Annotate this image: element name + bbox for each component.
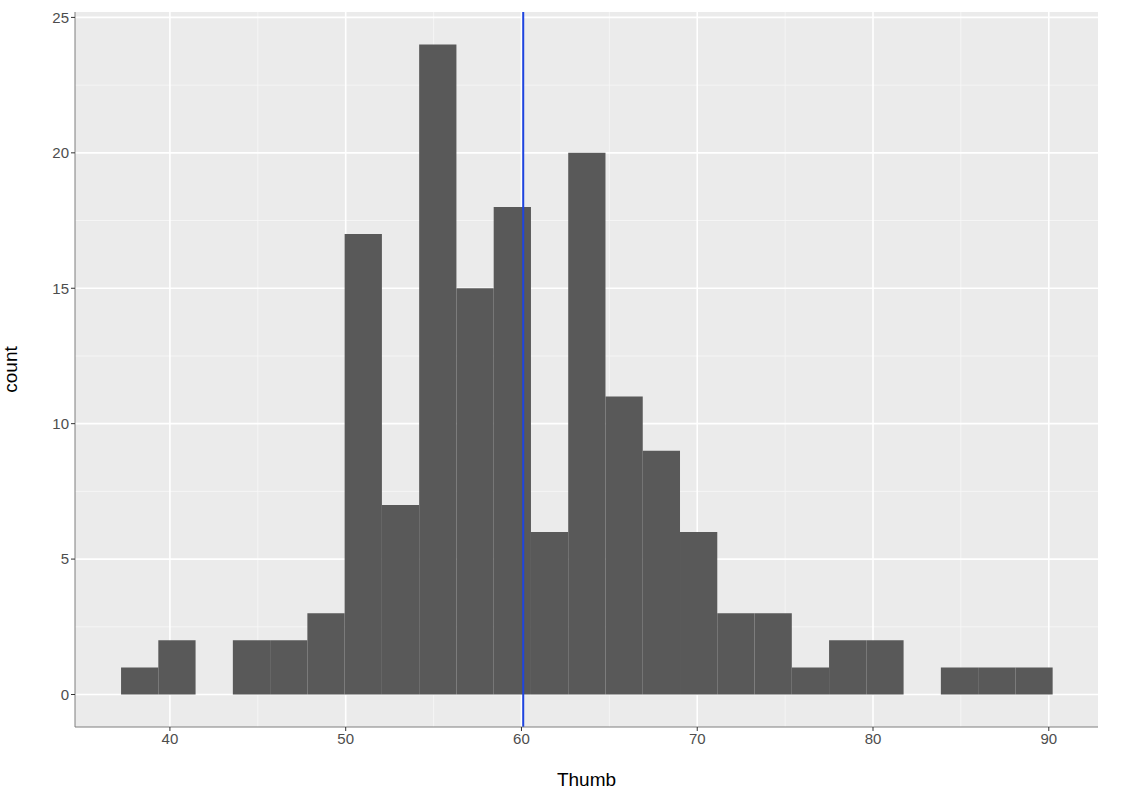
svg-text:20: 20 <box>52 144 69 161</box>
svg-text:50: 50 <box>337 730 354 747</box>
svg-text:40: 40 <box>162 730 179 747</box>
svg-text:60: 60 <box>513 730 530 747</box>
svg-text:15: 15 <box>52 280 69 297</box>
svg-text:70: 70 <box>689 730 706 747</box>
svg-text:10: 10 <box>52 415 69 432</box>
svg-text:5: 5 <box>61 550 69 567</box>
svg-text:80: 80 <box>865 730 882 747</box>
svg-text:25: 25 <box>52 9 69 26</box>
svg-text:0: 0 <box>61 686 69 703</box>
svg-text:90: 90 <box>1040 730 1057 747</box>
svg-text:count: count <box>8 346 21 393</box>
svg-text:Thumb: Thumb <box>557 769 616 790</box>
